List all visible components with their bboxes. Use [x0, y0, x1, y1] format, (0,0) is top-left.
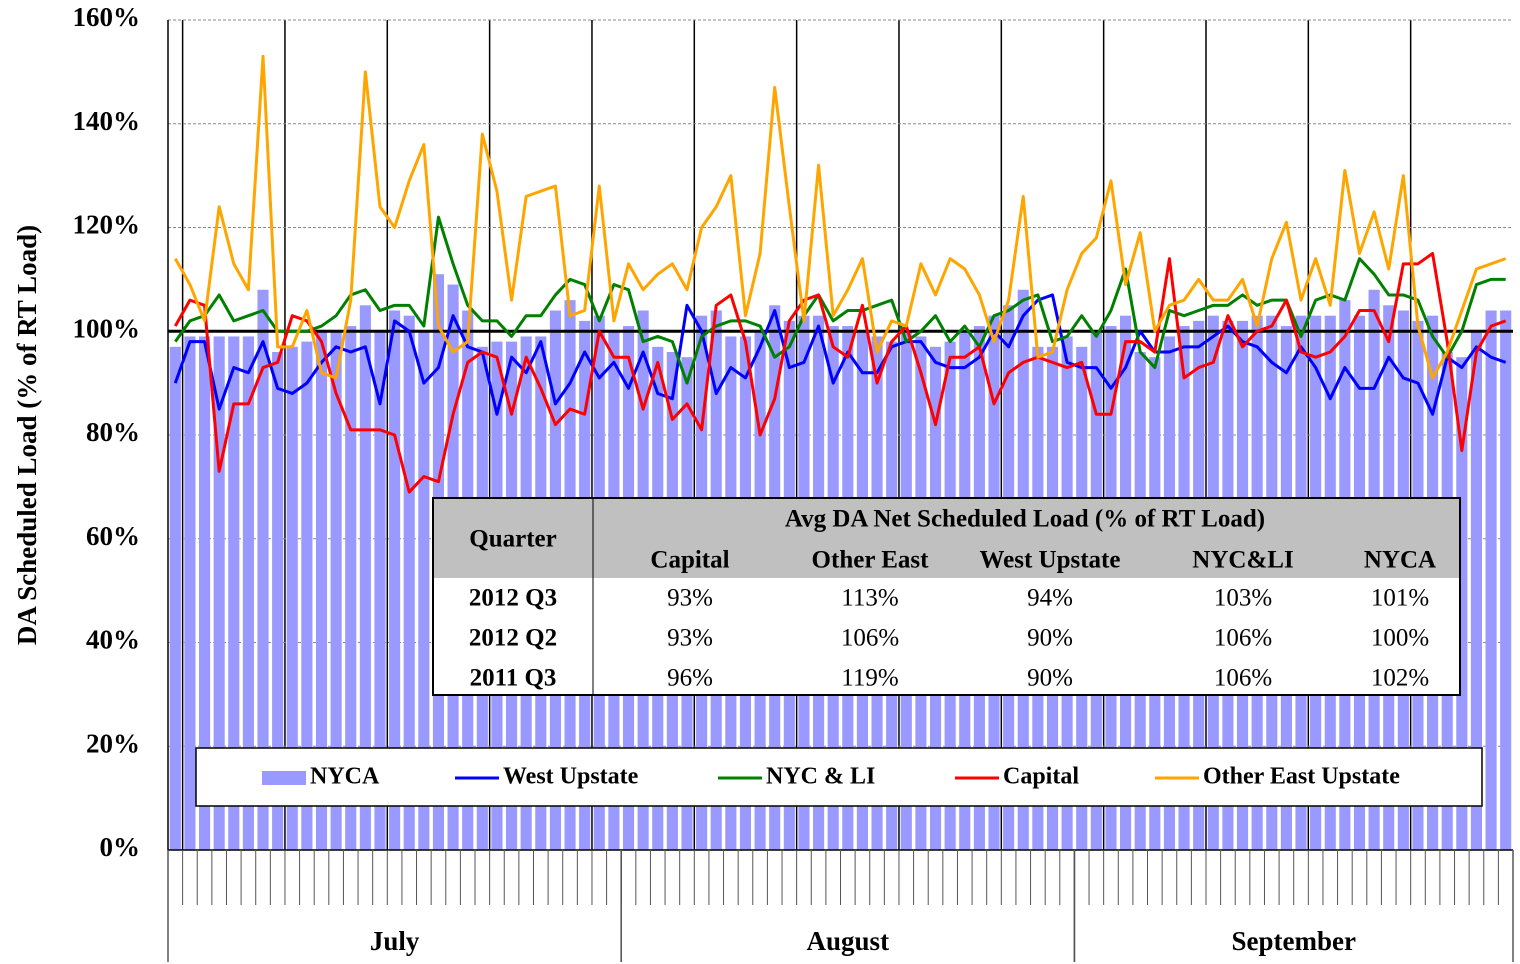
bar: [403, 315, 415, 850]
y-tick-label: 120%: [73, 210, 141, 240]
bar: [1485, 310, 1497, 850]
table-row-label: 2012 Q2: [469, 625, 557, 652]
table-cell: 106%: [841, 625, 899, 652]
bar: [213, 336, 225, 850]
table-cell: 102%: [1371, 665, 1429, 692]
table-cell: 119%: [841, 665, 898, 692]
bar: [1470, 331, 1483, 850]
table-cell: 90%: [1027, 665, 1073, 692]
y-tick-label: 60%: [86, 521, 140, 551]
table-cell: 96%: [667, 665, 713, 692]
bar: [184, 336, 196, 850]
table-header-bg: [433, 498, 1460, 578]
table-column-header: NYC&LI: [1192, 547, 1293, 574]
y-tick-label: 0%: [100, 832, 141, 862]
y-tick-label: 100%: [73, 313, 141, 343]
y-tick-label: 80%: [86, 417, 140, 447]
table-column-header: Other East: [812, 547, 930, 574]
table-cell: 113%: [841, 585, 898, 612]
bar: [389, 310, 401, 850]
table-body-bg: [433, 578, 1460, 695]
line: [174, 54, 1507, 380]
bar: [242, 336, 254, 850]
table-cell: 106%: [1214, 625, 1272, 652]
x-group-label: September: [1231, 926, 1355, 956]
y-tick-label: 20%: [86, 728, 140, 758]
table-row-label: 2012 Q3: [469, 585, 557, 612]
table-cell: 101%: [1371, 585, 1429, 612]
bar: [169, 346, 181, 850]
bar: [345, 326, 357, 850]
bar: [198, 336, 211, 850]
line: [173, 293, 1507, 416]
table-cell: 103%: [1214, 585, 1272, 612]
legend-swatch: [262, 771, 306, 785]
bar: [315, 331, 328, 850]
table-cell: 90%: [1027, 625, 1073, 652]
table-corner: Quarter: [469, 526, 556, 553]
table-cell: 93%: [667, 625, 713, 652]
bar: [301, 341, 313, 850]
y-axis-label: DA Scheduled Load (% of RT Load): [12, 225, 42, 645]
legend-label: Capital: [1003, 764, 1079, 790]
x-group-label: July: [370, 926, 420, 956]
legend-label: Other East Upstate: [1203, 764, 1400, 790]
legend-label: NYC & LI: [766, 764, 875, 790]
bar: [359, 305, 371, 850]
line: [174, 251, 1507, 494]
table-cell: 94%: [1027, 585, 1073, 612]
bar: [228, 336, 240, 850]
bar: [272, 352, 284, 850]
legend-label: West Upstate: [503, 764, 639, 790]
y-tick-label: 160%: [73, 2, 141, 32]
table-cell: 106%: [1214, 665, 1272, 692]
legend-box: [195, 747, 1483, 807]
bar: [418, 331, 430, 850]
line: [174, 215, 1506, 385]
bar: [330, 331, 342, 850]
bar: [374, 331, 386, 850]
bar: [1456, 357, 1468, 850]
table-cell: 100%: [1371, 625, 1429, 652]
table-column-header: Capital: [650, 547, 729, 574]
bar: [257, 289, 269, 850]
table-border: [432, 497, 1461, 696]
table-column-header: NYCA: [1364, 547, 1436, 574]
x-group-label: August: [807, 926, 890, 956]
y-tick-label: 140%: [73, 106, 141, 136]
table-cell: 93%: [667, 585, 713, 612]
table-column-header: West Upstate: [980, 547, 1121, 574]
y-tick-label: 40%: [86, 625, 140, 655]
legend-label: NYCA: [310, 764, 380, 790]
table-row-label: 2011 Q3: [470, 665, 557, 692]
table-group-header: Avg DA Net Scheduled Load (% of RT Load): [785, 506, 1265, 533]
bar: [286, 346, 298, 850]
bar: [1500, 310, 1512, 850]
